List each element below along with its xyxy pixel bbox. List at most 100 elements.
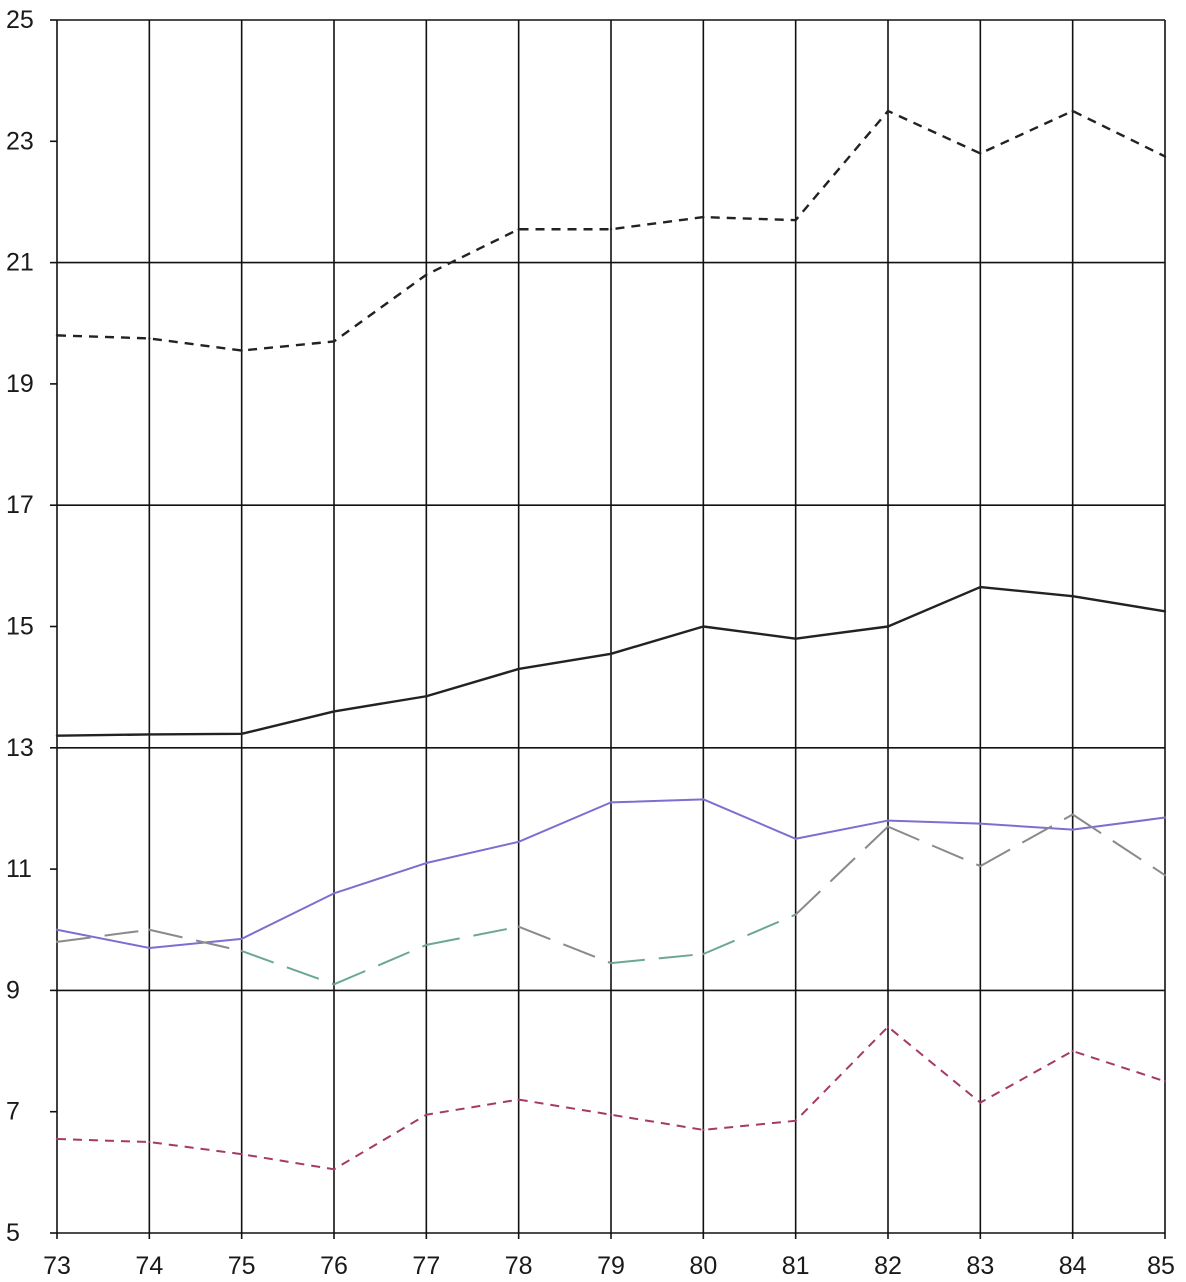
data-point xyxy=(886,825,890,828)
y-tick-label: 15 xyxy=(6,613,34,641)
data-point xyxy=(332,340,336,343)
data-point xyxy=(1071,109,1074,113)
x-tick-label: 82 xyxy=(874,1252,902,1280)
data-point xyxy=(702,798,705,801)
data-point xyxy=(148,1140,151,1144)
series-segment xyxy=(426,925,519,946)
data-point xyxy=(148,928,151,931)
series-segment xyxy=(887,825,981,867)
data-point xyxy=(886,819,890,822)
data-point xyxy=(886,1025,890,1028)
data-point xyxy=(240,349,243,352)
data-point xyxy=(1071,1049,1074,1053)
y-axis-ticks: 5 7 9 11 13 15 17 19 21 23 25 xyxy=(6,6,57,1247)
data-point xyxy=(979,822,982,825)
data-point xyxy=(1071,828,1074,831)
data-point xyxy=(240,949,243,953)
data-point xyxy=(425,695,428,698)
y-tick-label: 25 xyxy=(6,6,34,34)
data-point xyxy=(425,1113,428,1116)
data-point xyxy=(517,925,520,928)
y-tick-label: 19 xyxy=(6,370,34,398)
data-point xyxy=(332,1168,336,1171)
x-tick-label: 84 xyxy=(1059,1252,1087,1280)
data-point xyxy=(517,667,520,671)
data-point xyxy=(55,334,59,337)
series-segment xyxy=(1072,813,1166,877)
series-2 xyxy=(55,585,1167,737)
series-segment xyxy=(518,925,612,965)
y-tick-label: 17 xyxy=(6,491,34,519)
data-point xyxy=(148,733,151,736)
y-tick-label: 5 xyxy=(6,1219,20,1247)
data-point xyxy=(886,109,890,113)
series-3 xyxy=(55,798,1167,950)
x-tick-label: 80 xyxy=(689,1252,717,1280)
data-point xyxy=(332,892,336,895)
y-tick-label: 11 xyxy=(6,855,32,883)
data-point xyxy=(979,152,982,155)
x-tick-label: 74 xyxy=(135,1252,163,1280)
x-tick-label: 79 xyxy=(597,1252,625,1280)
data-point xyxy=(240,937,243,941)
data-point xyxy=(148,946,151,950)
x-tick-label: 77 xyxy=(412,1252,440,1280)
data-point xyxy=(609,801,613,804)
grid-lines xyxy=(56,20,1166,1233)
series-segment xyxy=(56,928,150,943)
data-point xyxy=(517,840,520,844)
data-point xyxy=(979,864,982,868)
data-point xyxy=(702,215,705,219)
data-point xyxy=(55,928,59,931)
data-point xyxy=(148,337,151,340)
series-5 xyxy=(55,1025,1167,1171)
data-point xyxy=(1163,610,1167,613)
data-point xyxy=(240,732,243,736)
data-point xyxy=(332,710,336,713)
data-point xyxy=(1163,155,1167,158)
x-tick-label: 78 xyxy=(505,1252,533,1280)
y-tick-label: 7 xyxy=(6,1098,20,1126)
x-tick-label: 83 xyxy=(966,1252,994,1280)
series-segment xyxy=(794,825,889,916)
x-tick-label: 85 xyxy=(1147,1252,1175,1280)
series-segment xyxy=(333,943,427,986)
y-tick-label: 13 xyxy=(6,734,34,762)
data-point xyxy=(979,585,982,589)
data-point xyxy=(979,1101,982,1104)
data-point xyxy=(1163,873,1167,877)
data-point xyxy=(794,1119,797,1122)
data-point xyxy=(55,734,59,737)
series-segment xyxy=(241,950,335,986)
x-tick-label: 76 xyxy=(320,1252,348,1280)
data-point xyxy=(609,1113,613,1116)
data-point xyxy=(609,961,613,965)
data-point xyxy=(240,1152,243,1156)
x-tick-label: 75 xyxy=(228,1252,256,1280)
series-1 xyxy=(55,109,1167,352)
series-segment xyxy=(610,953,704,965)
data-point xyxy=(425,861,428,865)
x-tick-label: 81 xyxy=(782,1252,810,1280)
data-point xyxy=(1071,813,1074,816)
data-point xyxy=(1163,1080,1167,1083)
data-point xyxy=(425,943,428,947)
data-point xyxy=(794,637,797,640)
data-point xyxy=(609,652,613,655)
series-4 xyxy=(55,813,1167,986)
series-segment xyxy=(979,813,1074,867)
data-point xyxy=(517,228,520,231)
data-point xyxy=(425,273,428,276)
data-point xyxy=(332,983,336,986)
series-layer xyxy=(55,109,1167,1171)
x-tick-label: 73 xyxy=(43,1252,71,1280)
data-point xyxy=(55,1137,59,1141)
series-segment xyxy=(702,913,797,955)
series-segment xyxy=(149,928,242,952)
x-axis-ticks: 73 74 75 76 77 78 79 80 81 82 83 84 85 xyxy=(43,1233,1175,1280)
data-point xyxy=(794,218,797,222)
y-tick-label: 9 xyxy=(6,976,20,1004)
data-point xyxy=(55,940,59,944)
